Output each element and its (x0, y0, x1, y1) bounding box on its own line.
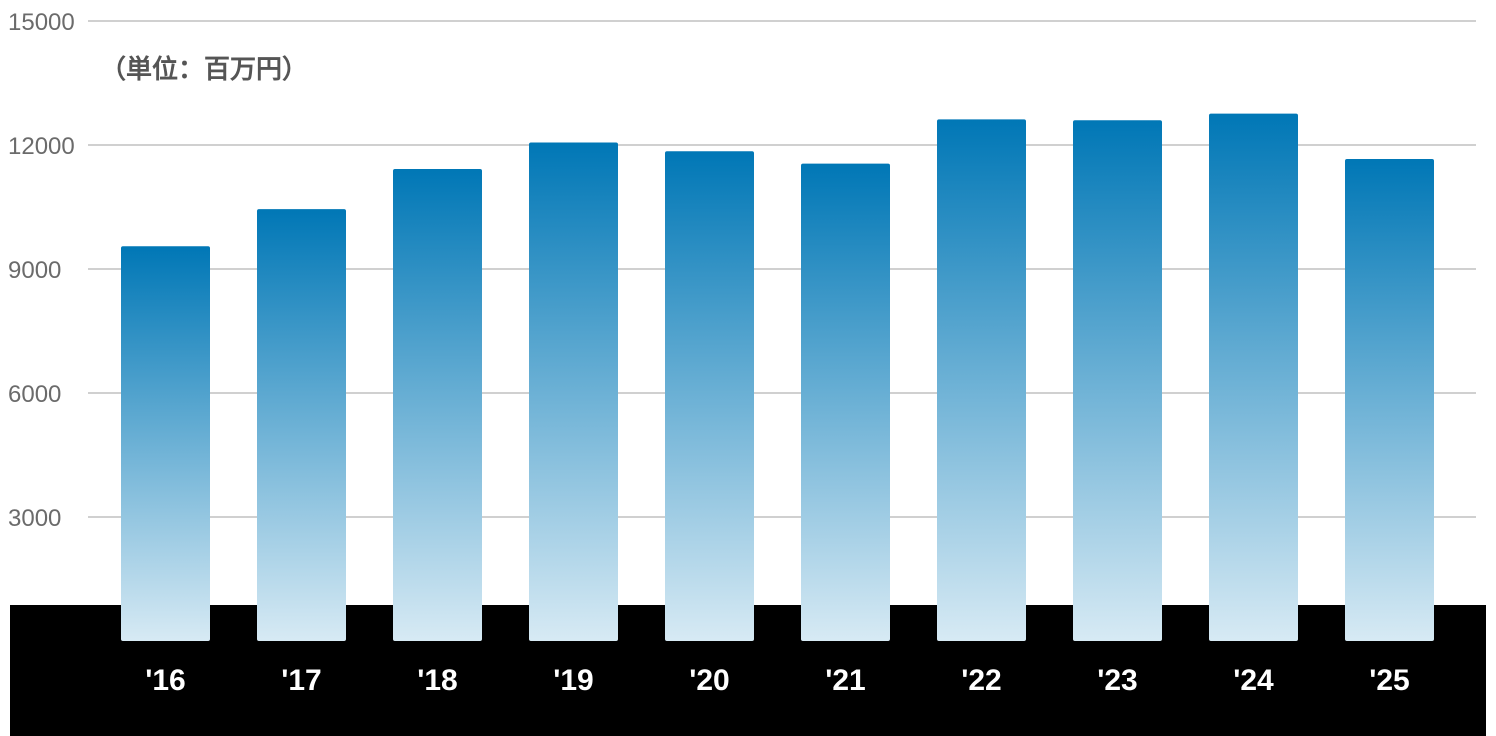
y-tick-label: 15000 (8, 9, 75, 36)
y-tick-label: 3000 (8, 505, 61, 532)
y-tick-label: 9000 (8, 257, 61, 284)
bar (937, 119, 1026, 641)
y-tick-label: 6000 (8, 381, 61, 408)
category-label: '19 (553, 664, 594, 697)
category-label: '23 (1097, 664, 1138, 697)
category-label: '24 (1233, 664, 1274, 697)
bars (121, 113, 1434, 642)
unit-note: （単位：百万円） (100, 54, 308, 85)
bar (665, 151, 754, 641)
category-label: '16 (145, 664, 186, 697)
bar (257, 209, 346, 642)
category-label: '25 (1369, 664, 1410, 697)
bar (1209, 113, 1298, 641)
y-tick-label: 12000 (8, 133, 75, 160)
bar (801, 163, 890, 641)
bar (393, 168, 482, 641)
category-label: '17 (281, 664, 322, 697)
y-axis-ticks: 3000 6000 9000 12000 15000 (8, 9, 75, 532)
category-label: '22 (961, 664, 1002, 697)
category-label: '20 (689, 664, 730, 697)
category-label: '21 (825, 664, 866, 697)
bar (1073, 120, 1162, 641)
bar (121, 246, 210, 641)
bar (529, 142, 618, 641)
bar (1345, 159, 1434, 641)
category-label: '18 (417, 664, 458, 697)
x-axis-categories: '16 '17 '18 '19 '20 '21 '22 '23 '24 '25 (145, 664, 1410, 697)
